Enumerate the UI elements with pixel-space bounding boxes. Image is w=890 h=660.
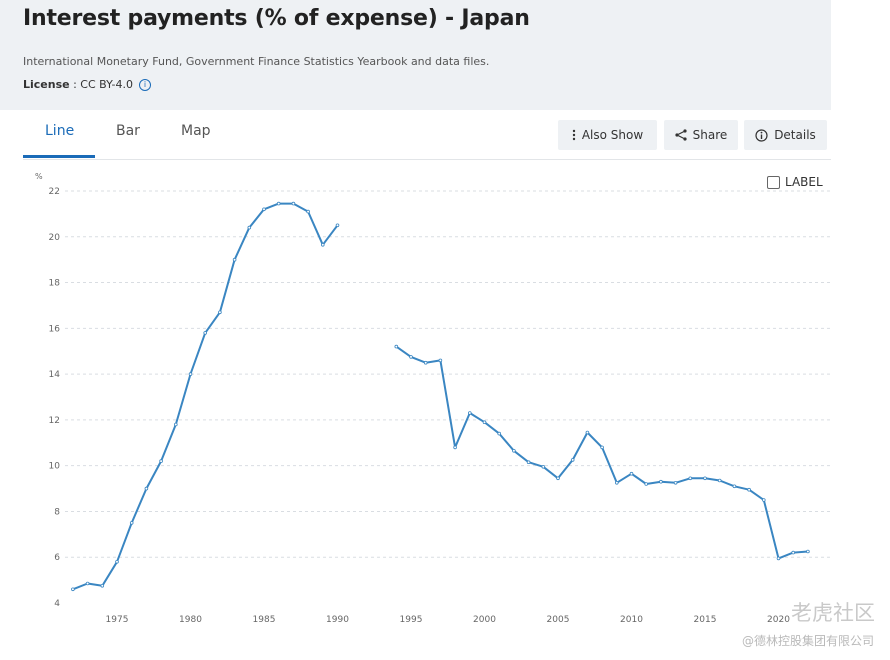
chart-tabs-bar: Line Bar Map Also Show Share Details — [23, 111, 831, 160]
tab-line[interactable]: Line — [45, 123, 75, 139]
x-tick-label: 1980 — [179, 615, 202, 625]
y-tick-label: 8 — [54, 507, 60, 517]
data-point — [203, 331, 208, 335]
label-checkbox[interactable] — [767, 175, 780, 189]
share-button[interactable]: Share — [664, 120, 738, 150]
y-tick-label: 6 — [54, 553, 60, 563]
license-row: License : CC BY-4.0 i — [23, 78, 151, 91]
license-value: : CC BY-4.0 — [69, 78, 133, 91]
also-show-label: Also Show — [581, 128, 644, 142]
y-axis-label: % — [35, 172, 43, 181]
data-point — [232, 257, 237, 262]
data-point — [747, 487, 751, 492]
data-point — [320, 243, 325, 247]
data-point — [629, 471, 634, 476]
page-title: Interest payments (% of expense) - Japan — [23, 6, 530, 31]
series-line — [72, 202, 339, 591]
y-tick-label: 22 — [49, 187, 60, 197]
label-toggle-text: LABEL — [785, 175, 823, 189]
data-point — [512, 448, 516, 453]
x-tick-label: 2010 — [620, 615, 643, 625]
label-toggle[interactable]: LABEL — [767, 175, 823, 189]
details-info-icon — [755, 128, 768, 142]
data-point — [335, 223, 340, 228]
x-tick-label: 2005 — [547, 615, 570, 625]
data-point — [526, 460, 531, 465]
watermark-subtext: @德林控股集团有限公司 — [741, 634, 874, 648]
data-point — [100, 583, 105, 588]
header-panel: Interest payments (% of expense) - Japan… — [0, 0, 831, 110]
y-tick-label: 20 — [49, 233, 61, 243]
data-point — [423, 360, 428, 365]
data-point — [71, 587, 75, 592]
data-point — [262, 207, 266, 212]
y-tick-label: 4 — [54, 599, 60, 609]
x-tick-label: 1975 — [106, 615, 129, 625]
active-tab-indicator — [23, 155, 95, 158]
data-point — [394, 344, 399, 349]
x-tick-label: 1990 — [326, 615, 349, 625]
data-point — [644, 482, 648, 486]
data-point — [453, 445, 457, 450]
data-point — [482, 420, 487, 425]
y-tick-label: 10 — [49, 462, 61, 472]
watermark-logo: 老虎社区 — [791, 601, 875, 625]
y-tick-label: 14 — [49, 370, 61, 380]
data-point — [218, 310, 222, 315]
x-tick-label: 1995 — [400, 615, 423, 625]
also-show-button[interactable]: Also Show — [558, 120, 657, 150]
data-point — [541, 464, 546, 469]
data-point — [717, 478, 722, 483]
data-point — [556, 476, 560, 481]
data-point — [761, 498, 766, 502]
series-line — [395, 345, 808, 560]
share-icon — [675, 129, 687, 141]
license-label: License — [23, 78, 70, 91]
data-point — [247, 225, 252, 230]
info-icon[interactable]: i — [139, 79, 151, 91]
data-point — [467, 411, 472, 415]
source-text: International Monetary Fund, Government … — [23, 55, 490, 68]
data-point — [732, 484, 737, 489]
data-point — [614, 480, 619, 485]
share-label: Share — [692, 128, 728, 142]
data-point — [673, 480, 678, 485]
data-point — [306, 209, 310, 214]
data-point — [791, 550, 795, 555]
data-point — [115, 559, 119, 564]
data-point — [585, 430, 590, 435]
details-button[interactable]: Details — [744, 120, 827, 150]
data-point — [188, 372, 193, 376]
data-point — [159, 459, 163, 463]
data-point — [144, 486, 149, 491]
data-point — [600, 445, 604, 450]
data-point — [806, 549, 810, 554]
x-tick-label: 2015 — [694, 615, 717, 625]
data-point — [703, 476, 707, 481]
data-point — [85, 581, 90, 586]
data-point — [497, 431, 502, 436]
x-tick-label: 1985 — [253, 615, 276, 625]
data-point — [659, 479, 663, 484]
y-tick-label: 16 — [49, 324, 61, 334]
data-point — [438, 358, 443, 363]
y-tick-label: 12 — [49, 416, 60, 426]
data-point — [276, 201, 281, 206]
x-tick-label: 2020 — [767, 615, 790, 625]
data-point — [129, 521, 134, 525]
tab-map[interactable]: Map — [181, 123, 211, 139]
kebab-icon — [572, 129, 576, 141]
data-point — [688, 476, 693, 481]
data-point — [409, 355, 413, 359]
data-point — [776, 556, 781, 561]
y-tick-label: 18 — [49, 279, 61, 289]
data-point — [174, 422, 178, 427]
x-tick-label: 2000 — [473, 615, 496, 625]
data-point — [570, 458, 575, 462]
tab-bar[interactable]: Bar — [116, 123, 140, 139]
details-label: Details — [774, 128, 816, 142]
data-point — [291, 201, 296, 206]
